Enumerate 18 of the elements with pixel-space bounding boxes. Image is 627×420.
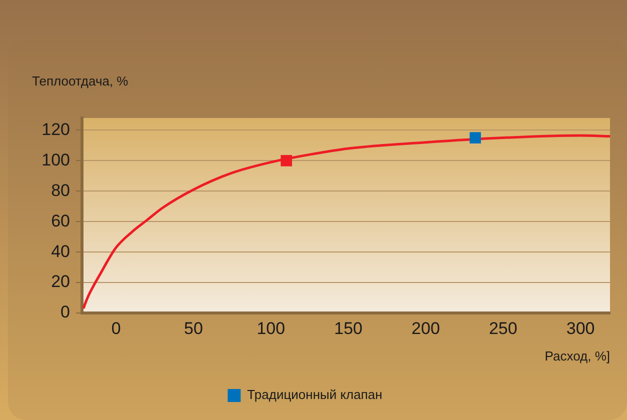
x-tick-label: 50 [184, 318, 203, 338]
y-tick-label: 120 [42, 120, 70, 139]
x-tick-label: 300 [566, 318, 595, 338]
y-tick-label: 100 [42, 150, 70, 170]
legend-label: Традиционный клапан [247, 387, 382, 402]
y-tick-label: 80 [51, 180, 70, 200]
x-tick-label: 250 [488, 318, 518, 338]
x-tick-label: 150 [334, 318, 363, 338]
y-tick-label: 60 [51, 211, 70, 230]
y-axis-title: Теплоотдача, % [32, 74, 129, 89]
y-tick-label: 0 [60, 302, 70, 322]
y-tick-label: 20 [51, 272, 70, 292]
line-series [82, 134, 610, 310]
y-tick-label: 40 [51, 242, 70, 261]
x-axis-title: Расход, %] [544, 348, 610, 364]
x-tick-label: 200 [412, 318, 440, 338]
x-tick-label: 0 [111, 318, 121, 338]
x-tick-label: 100 [256, 318, 286, 338]
